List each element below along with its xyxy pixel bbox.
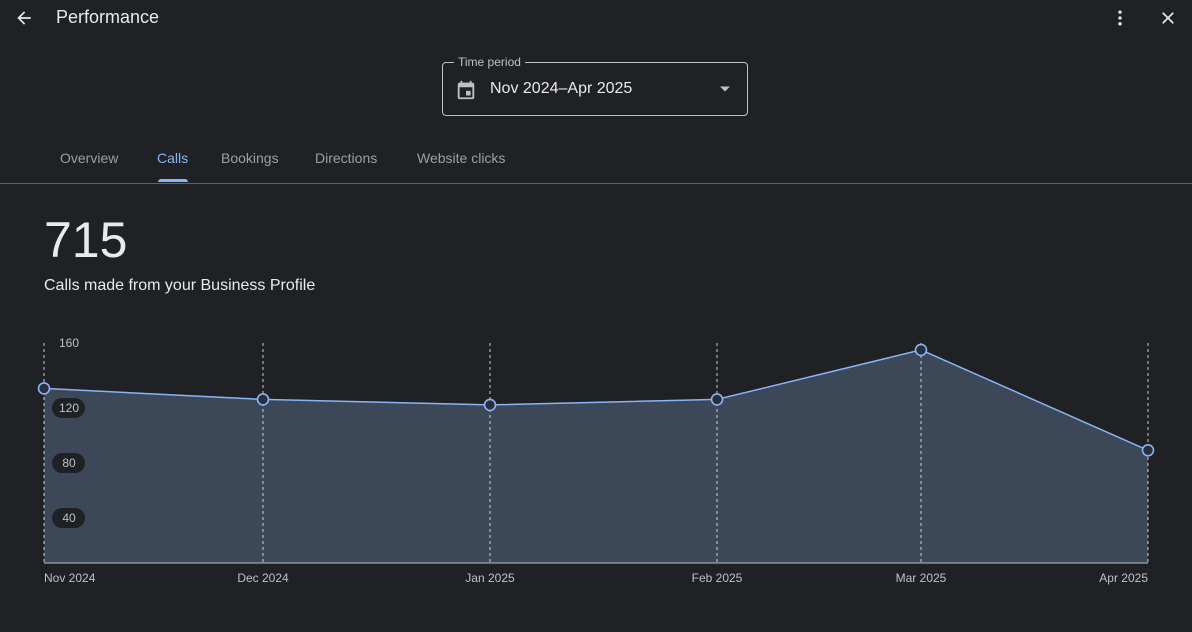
x-tick-label: Dec 2024 xyxy=(237,571,289,585)
y-tick-label: 40 xyxy=(52,508,85,528)
tab-calls[interactable]: Calls xyxy=(157,150,189,166)
series-line xyxy=(43,349,1149,451)
x-tick-label: Jan 2025 xyxy=(465,571,515,585)
x-tick-label: Feb 2025 xyxy=(692,571,743,585)
data-point xyxy=(256,393,270,406)
time-period-value: Nov 2024–Apr 2025 xyxy=(490,80,633,97)
back-button[interactable] xyxy=(8,2,40,34)
calls-chart: 40 80 120 160 Nov 2024 Dec 2024 Jan 2025 Feb 20… xyxy=(37,336,1155,585)
y-tick-label: 160 xyxy=(59,336,79,350)
data-point xyxy=(1141,444,1155,457)
dropdown-arrow-icon xyxy=(720,86,730,92)
time-period-select[interactable]: Time period Nov 2024–Apr 2025 xyxy=(442,55,748,116)
tab-directions[interactable]: Directions xyxy=(315,150,378,166)
tab-website-clicks[interactable]: Website clicks xyxy=(417,150,506,166)
y-tick-text: 160 xyxy=(59,336,79,350)
more-options-button[interactable] xyxy=(1104,2,1136,34)
time-period-label: Time period xyxy=(454,55,525,69)
y-tick-text: 40 xyxy=(62,511,76,525)
y-tick-pill xyxy=(52,508,85,528)
x-tick-label: Mar 2025 xyxy=(896,571,947,585)
metric-tabs: Overview Calls Bookings Directions Websi… xyxy=(0,140,1192,184)
more-vert-icon xyxy=(1118,10,1122,26)
page-title: Performance xyxy=(56,7,160,27)
total-calls-description: Calls made from your Business Profile xyxy=(44,277,316,294)
data-point xyxy=(483,398,497,412)
close-button[interactable] xyxy=(1152,2,1184,34)
y-tick-label: 80 xyxy=(52,453,85,473)
y-tick-label: 120 xyxy=(52,398,85,418)
y-tick-text: 120 xyxy=(59,401,79,415)
y-tick-pill xyxy=(52,398,85,418)
y-tick-text: 80 xyxy=(62,456,76,470)
tab-bookings[interactable]: Bookings xyxy=(221,150,279,166)
close-icon xyxy=(1162,12,1174,24)
data-point xyxy=(710,393,724,406)
tab-overview[interactable]: Overview xyxy=(60,150,119,166)
arrow-back-icon xyxy=(17,11,31,25)
total-calls-value: 715 xyxy=(44,212,128,268)
top-app-bar: Performance xyxy=(0,0,1192,36)
x-tick-label: Apr 2025 xyxy=(1099,571,1148,585)
chart-area-fill xyxy=(44,349,1148,563)
calendar-icon xyxy=(457,80,475,100)
active-tab-indicator xyxy=(158,179,188,182)
data-point xyxy=(37,382,51,395)
y-tick-pill xyxy=(52,453,85,473)
data-point xyxy=(914,343,928,357)
x-tick-label: Nov 2024 xyxy=(44,571,96,585)
